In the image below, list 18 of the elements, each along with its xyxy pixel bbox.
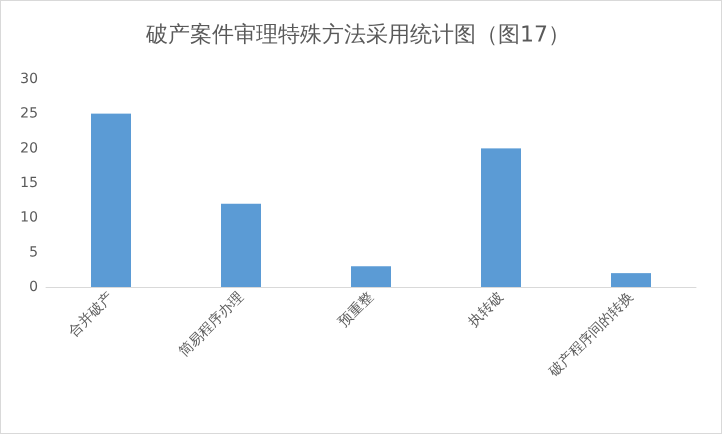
x-tick-label: 合并破产 bbox=[66, 289, 117, 340]
y-tick-label: 30 bbox=[20, 71, 38, 87]
x-tick-label: 破产程序间的转换 bbox=[545, 289, 637, 381]
bar bbox=[91, 114, 131, 287]
y-tick-label: 10 bbox=[20, 210, 38, 226]
x-tick-label: 执转破 bbox=[466, 289, 507, 330]
x-tick-label: 预重整 bbox=[336, 289, 377, 330]
bar bbox=[221, 204, 261, 287]
bar bbox=[351, 266, 391, 287]
bar bbox=[481, 148, 521, 287]
x-tick-label: 简易程序办理 bbox=[176, 289, 247, 360]
bar bbox=[611, 273, 651, 287]
y-tick-label: 15 bbox=[20, 175, 38, 191]
y-tick-label: 5 bbox=[29, 244, 38, 260]
y-tick-label: 25 bbox=[20, 106, 38, 122]
y-tick-label: 20 bbox=[20, 140, 38, 156]
chart-title: 破产案件审理特殊方法采用统计图（图17） bbox=[145, 22, 570, 48]
y-tick-label: 0 bbox=[29, 279, 38, 295]
